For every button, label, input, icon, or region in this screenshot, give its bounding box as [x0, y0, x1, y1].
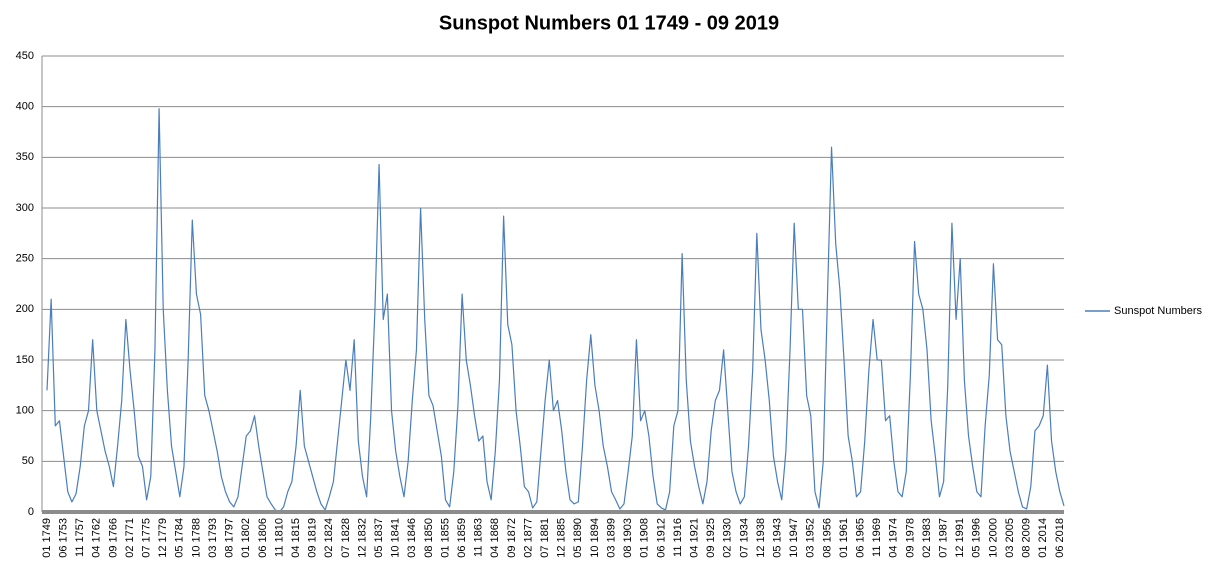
x-tick-label: 11 1863: [473, 518, 485, 557]
x-tick-label: 01 1961: [838, 518, 850, 558]
x-tick-label: 01 2014: [1037, 518, 1049, 558]
x-tick-label: 02 1983: [921, 518, 933, 558]
y-tick-label: 0: [28, 506, 34, 518]
x-tick-label: 01 1855: [439, 518, 451, 558]
x-tick-label: 02 1877: [522, 518, 534, 558]
x-tick-label: 11 1969: [871, 518, 883, 557]
x-tick-label: 09 1872: [506, 518, 518, 558]
x-tick-label: 03 1793: [207, 518, 219, 558]
x-tick-label: 08 1797: [224, 518, 236, 558]
y-tick-label: 400: [16, 101, 34, 113]
x-tick-label: 01 1802: [240, 518, 252, 558]
x-tick-label: 12 1991: [954, 518, 966, 558]
y-tick-label: 300: [16, 202, 34, 214]
x-tick-label: 09 1978: [904, 518, 916, 558]
x-tick-label: 04 1921: [688, 518, 700, 558]
x-tick-label: 07 1987: [938, 518, 950, 558]
x-tick-label: 08 1903: [622, 518, 634, 558]
x-tick-label: 05 1890: [572, 518, 584, 558]
x-tick-label: 06 1859: [456, 518, 468, 558]
x-tick-label: 08 2009: [1021, 518, 1033, 558]
x-tick-label: 01 1749: [41, 518, 53, 558]
x-tick-label: 07 1828: [340, 518, 352, 558]
x-tick-label: 09 1766: [107, 518, 119, 558]
x-tick-label: 04 1974: [888, 518, 900, 558]
x-tick-label: 03 1952: [805, 518, 817, 558]
x-tick-label: 07 1934: [738, 518, 750, 558]
x-tick-label: 12 1832: [356, 518, 368, 558]
x-tick-label: 05 1784: [174, 518, 186, 558]
x-tick-label: 06 1806: [257, 518, 269, 558]
x-tick-label: 02 1930: [722, 518, 734, 558]
x-tick-label: 03 2005: [1004, 518, 1016, 558]
x-tick-label: 10 1947: [788, 518, 800, 558]
y-tick-label: 350: [16, 151, 34, 163]
x-tick-label: 02 1771: [124, 518, 136, 558]
x-tick-label: 10 2000: [987, 518, 999, 558]
x-tick-label: 12 1779: [157, 518, 169, 558]
x-tick-label: 03 1899: [605, 518, 617, 558]
x-tick-label: 04 1868: [489, 518, 501, 558]
x-tick-label: 05 1943: [771, 518, 783, 558]
x-tick-label: 04 1762: [91, 518, 103, 558]
x-tick-label: 03 1846: [406, 518, 418, 558]
x-tick-label: 06 1753: [58, 518, 70, 558]
x-tick-label: 05 1996: [971, 518, 983, 558]
x-tick-label: 11 1810: [273, 518, 285, 557]
x-tick-label: 10 1894: [589, 518, 601, 558]
x-tick-label: 10 1841: [390, 518, 402, 558]
y-tick-label: 200: [16, 303, 34, 315]
x-tick-label: 02 1824: [323, 518, 335, 558]
x-tick-label: 08 1956: [821, 518, 833, 558]
x-tick-label: 04 1815: [290, 518, 302, 558]
x-tick-label: 05 1837: [373, 518, 385, 558]
y-tick-label: 250: [16, 253, 34, 265]
x-tick-label: 11 1916: [672, 518, 684, 557]
x-tick-label: 11 1757: [74, 518, 86, 557]
x-tick-label: 06 2018: [1054, 518, 1066, 558]
y-tick-label: 150: [16, 354, 34, 366]
x-tick-label: 09 1819: [307, 518, 319, 558]
x-tick-label: 12 1885: [556, 518, 568, 558]
y-tick-label: 100: [16, 405, 34, 417]
y-tick-label: 50: [22, 455, 34, 467]
x-tick-label: 10 1788: [190, 518, 202, 558]
x-tick-label: 07 1775: [141, 518, 153, 558]
data-line: [46, 108, 1065, 513]
x-tick-label: 08 1850: [423, 518, 435, 558]
x-tick-label: 09 1925: [705, 518, 717, 558]
x-tick-label: 01 1908: [639, 518, 651, 558]
x-tick-label: 12 1938: [755, 518, 767, 558]
chart-title: Sunspot Numbers 01 1749 - 09 2019: [439, 12, 779, 34]
y-tick-label: 450: [16, 50, 34, 62]
x-tick-label: 06 1965: [855, 518, 867, 558]
legend-label: Sunspot Numbers: [1114, 305, 1203, 317]
x-tick-label: 07 1881: [539, 518, 551, 558]
x-tick-label: 06 1912: [655, 518, 667, 558]
